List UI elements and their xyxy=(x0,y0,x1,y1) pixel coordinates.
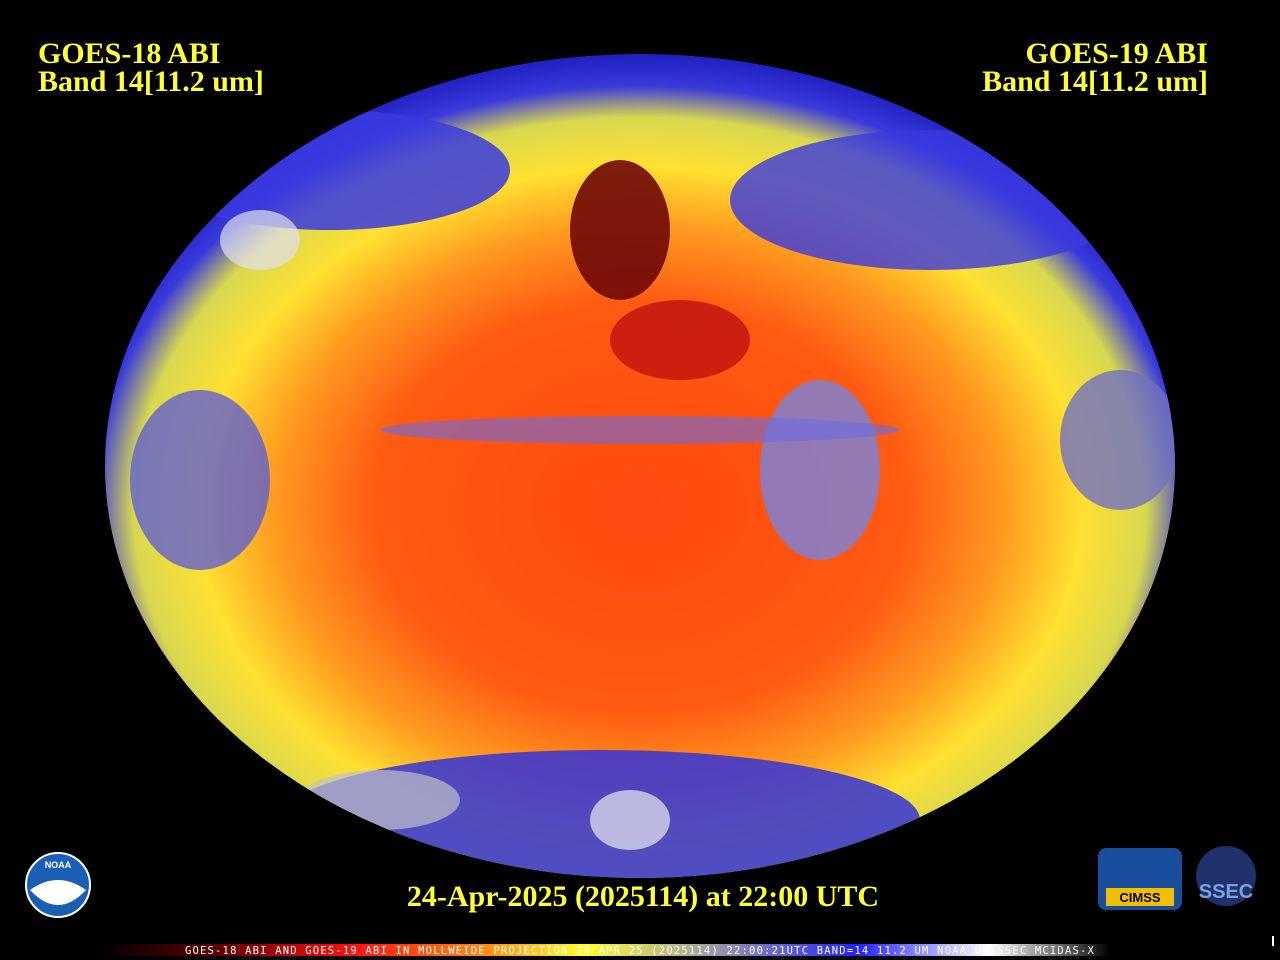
cimss-text: CIMSS xyxy=(1119,890,1161,905)
ssec-logo: SSEC xyxy=(1196,846,1256,906)
marker xyxy=(1272,936,1274,946)
left-subtitle: Band 14[11.2 um] xyxy=(38,65,264,98)
right-title: GOES-19 ABI xyxy=(1025,37,1208,70)
noaa-text: NOAA xyxy=(45,860,72,870)
footer: GOES-18 ABI AND GOES-19 ABI IN MOLLWEIDE… xyxy=(185,945,1095,957)
noaa-logo: NOAA xyxy=(25,852,91,918)
ssec-text: SSEC xyxy=(1199,881,1253,903)
timestamp: 24-Apr-2025 (2025114) at 22:00 UTC xyxy=(407,880,879,913)
cimss-logo: CIMSS xyxy=(1098,848,1182,910)
color-bar xyxy=(100,944,1110,956)
right-subtitle: Band 14[11.2 um] xyxy=(982,65,1208,98)
left-title: GOES-18 ABI xyxy=(38,37,221,70)
